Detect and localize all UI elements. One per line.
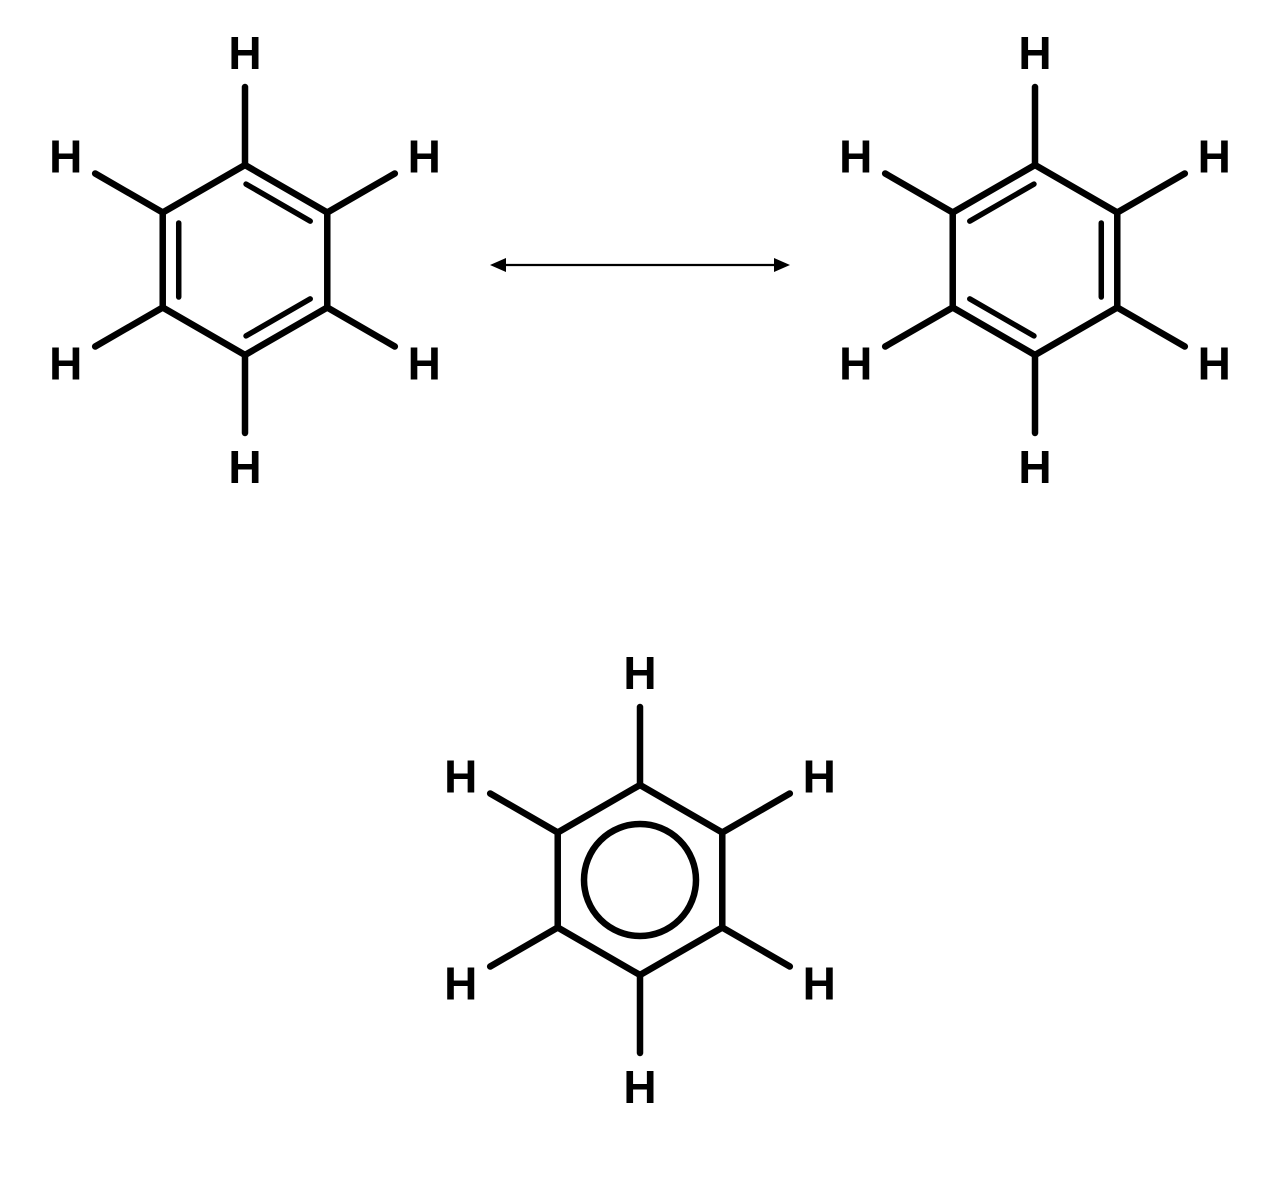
hydrogen-label: H xyxy=(1018,441,1051,493)
ch-bond xyxy=(327,308,395,347)
ch-bond xyxy=(95,308,163,347)
ch-bond xyxy=(885,174,953,213)
ring-bond xyxy=(1035,308,1117,356)
benzene-bottom: H H H H H H xyxy=(444,647,836,1113)
ch-bond xyxy=(885,308,953,347)
ring-bond xyxy=(163,308,245,356)
hydrogen-label: H xyxy=(1198,131,1231,183)
double-bond-inner xyxy=(246,299,310,336)
ch-bond xyxy=(1117,308,1185,347)
hydrogen-label: H xyxy=(1198,338,1231,390)
double-bond-inner xyxy=(246,184,310,221)
double-bond-inner xyxy=(970,299,1034,336)
arrow-head-right xyxy=(774,258,790,272)
arrow-head-left xyxy=(490,258,506,272)
hydrogen-label: H xyxy=(49,131,82,183)
ch-bond xyxy=(327,174,395,213)
hydrogen-label: H xyxy=(623,647,656,699)
hydrogen-label: H xyxy=(803,958,836,1010)
hydrogen-label: H xyxy=(1018,27,1051,79)
ring-bond xyxy=(1035,165,1117,213)
ch-bond xyxy=(95,174,163,213)
ch-bond xyxy=(722,794,790,833)
ring-bond xyxy=(163,165,245,213)
hydrogen-label: H xyxy=(839,131,872,183)
hydrogen-label: H xyxy=(49,338,82,390)
aromatic-circle xyxy=(584,824,696,936)
benzene-left: H H H H H H xyxy=(49,27,441,493)
ch-bond xyxy=(1117,174,1185,213)
hydrogen-label: H xyxy=(408,131,441,183)
hydrogen-label: H xyxy=(444,751,477,803)
resonance-arrow xyxy=(490,258,790,272)
hydrogen-label: H xyxy=(444,958,477,1010)
hydrogen-label: H xyxy=(228,27,261,79)
double-bond-inner xyxy=(970,184,1034,221)
ch-bond xyxy=(490,794,558,833)
hydrogen-label: H xyxy=(803,751,836,803)
hydrogen-label: H xyxy=(839,338,872,390)
benzene-right: H H H H H H xyxy=(839,27,1231,493)
hydrogen-label: H xyxy=(623,1061,656,1113)
hydrogen-label: H xyxy=(228,441,261,493)
ch-bond xyxy=(722,928,790,967)
hydrogen-label: H xyxy=(408,338,441,390)
benzene-resonance-diagram: H H H H H H H H H H H H H H H H H H xyxy=(0,0,1280,1178)
ch-bond xyxy=(490,928,558,967)
